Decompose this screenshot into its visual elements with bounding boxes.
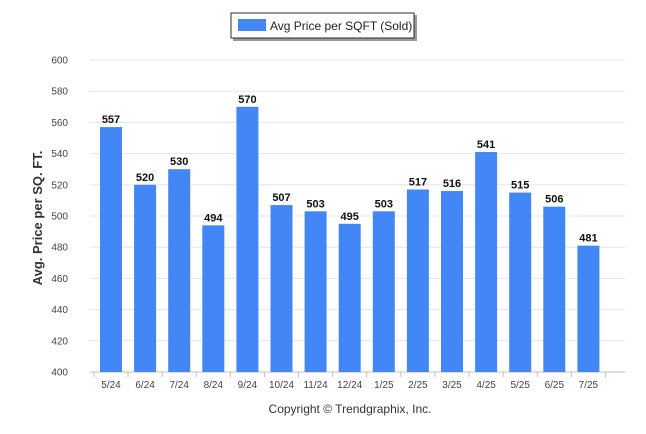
- bar: [338, 223, 361, 372]
- bar: [202, 225, 225, 372]
- bar-value-label: 503: [375, 198, 393, 210]
- bar: [441, 191, 463, 372]
- bars: [100, 106, 600, 373]
- legend-label: Avg Price per SQFT (Sold): [270, 19, 412, 33]
- y-tick-label: 420: [51, 336, 68, 347]
- x-tick-label: 7/24: [169, 380, 189, 391]
- x-tick-label: 7/25: [579, 380, 599, 391]
- bar: [134, 184, 157, 372]
- y-tick-label: 560: [51, 118, 68, 129]
- x-tick-label: 10/24: [269, 380, 294, 391]
- bar: [577, 245, 600, 372]
- bar: [509, 192, 532, 372]
- y-tick-label: 500: [51, 212, 68, 223]
- x-tick-label: 12/24: [337, 380, 362, 391]
- y-tick-label: 520: [51, 180, 68, 191]
- bar-value-labels: 557 520 530 494 570 507 503 495 503 517 516 541 515 5…: [102, 94, 598, 245]
- bar-value-label: 507: [272, 192, 290, 204]
- bar: [270, 205, 293, 372]
- bar: [406, 189, 429, 372]
- x-tick-label: 11/24: [303, 380, 328, 391]
- copyright-text: Copyright © Trendgraphix, Inc.: [269, 402, 432, 416]
- y-axis-ticks: 400 420 440 460 480 500 520 540 560 580 600: [51, 56, 68, 379]
- bar-value-label: 520: [136, 172, 154, 184]
- x-tick-label: 6/24: [135, 380, 155, 391]
- bar-value-label: 495: [341, 211, 359, 223]
- bar-value-label: 570: [238, 94, 256, 106]
- y-tick-label: 440: [51, 305, 68, 316]
- y-tick-label: 400: [51, 368, 68, 379]
- y-axis-label: Avg. Price per SQ. FT.: [30, 151, 45, 286]
- bar: [236, 106, 259, 373]
- bar-value-label: 517: [409, 176, 427, 188]
- x-tick-label: 8/24: [204, 380, 224, 391]
- legend-swatch: [238, 19, 266, 31]
- x-tick-label: 5/24: [101, 380, 121, 391]
- x-tick-label: 2/25: [408, 380, 428, 391]
- bar-value-label: 494: [204, 212, 223, 224]
- x-tick-label: 3/25: [442, 380, 462, 391]
- x-tick-label: 1/25: [374, 380, 394, 391]
- x-axis-ticks: 5/24 6/24 7/24 8/24 9/24 10/24 11/24 12/24 1/25 2…: [93, 372, 606, 391]
- x-tick-label: 5/25: [510, 380, 530, 391]
- bar-value-label: 557: [102, 114, 120, 126]
- bar: [168, 169, 191, 372]
- bar-value-label: 515: [511, 180, 529, 192]
- bar-value-label: 503: [306, 198, 324, 210]
- bar-value-label: 530: [170, 156, 188, 168]
- bar-value-label: 506: [545, 194, 563, 206]
- bar-value-label: 541: [477, 139, 495, 151]
- bar-value-label: 516: [443, 178, 461, 190]
- bar: [543, 206, 566, 372]
- bar: [475, 152, 498, 372]
- y-tick-label: 540: [51, 149, 68, 160]
- x-tick-label: 4/25: [476, 380, 496, 391]
- x-tick-label: 9/24: [238, 380, 258, 391]
- legend: Avg Price per SQFT (Sold): [230, 12, 417, 41]
- y-tick-label: 460: [51, 274, 68, 285]
- bar: [304, 211, 327, 372]
- bar-value-label: 481: [579, 233, 597, 245]
- y-tick-label: 600: [51, 56, 68, 67]
- x-tick-label: 6/25: [545, 380, 565, 391]
- y-tick-label: 480: [51, 243, 68, 254]
- bar: [372, 211, 395, 372]
- y-tick-label: 580: [51, 87, 68, 98]
- bar: [100, 127, 122, 372]
